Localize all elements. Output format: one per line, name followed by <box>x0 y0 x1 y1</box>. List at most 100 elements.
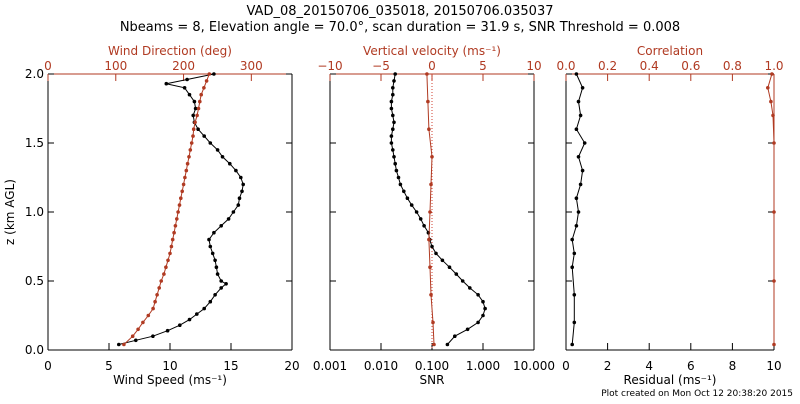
data-point-bottom <box>409 203 414 207</box>
data-point-top <box>177 203 182 207</box>
x-tick-label-bottom: 0.100 <box>415 359 449 373</box>
data-point-top <box>425 72 429 76</box>
data-point-bottom <box>182 86 187 90</box>
data-point-bottom <box>389 99 394 104</box>
data-point-top <box>175 217 179 221</box>
data-point-top <box>428 265 432 270</box>
x-tick-label-top: 10 <box>526 59 541 73</box>
data-point-bottom <box>483 306 487 311</box>
series-line-bottom <box>571 73 586 345</box>
data-point-bottom <box>476 320 480 325</box>
data-point-top <box>771 113 775 118</box>
data-point-bottom <box>134 338 138 343</box>
data-point-top <box>168 251 172 256</box>
data-point-top <box>428 210 432 214</box>
data-point-bottom <box>468 286 472 290</box>
data-point-top <box>772 141 776 145</box>
data-point-top <box>164 265 168 270</box>
x-tick-label-top: 1.0 <box>764 59 783 73</box>
data-point-bottom <box>570 265 574 270</box>
data-point-top <box>183 175 187 180</box>
data-point-bottom <box>392 79 396 83</box>
x-axis-label-bottom: SNR <box>420 373 445 387</box>
data-point-top <box>427 237 431 242</box>
x-tick-label-bottom: 2 <box>604 359 612 373</box>
data-point-bottom <box>574 72 579 76</box>
data-point-bottom <box>193 106 198 111</box>
y-tick-label: 0.5 <box>25 274 44 288</box>
data-point-top <box>187 155 191 159</box>
x-tick-label-bottom: 20 <box>284 359 299 373</box>
data-point-bottom <box>213 293 217 297</box>
data-point-bottom <box>208 141 213 145</box>
data-point-top <box>429 293 433 297</box>
x-tick-label-top: 0.2 <box>598 59 617 73</box>
data-point-bottom <box>572 320 577 325</box>
data-point-bottom <box>220 155 225 159</box>
data-point-bottom <box>228 161 232 166</box>
x-tick-label-bottom: 15 <box>223 359 238 373</box>
data-point-bottom <box>582 141 587 145</box>
data-point-top <box>202 86 206 90</box>
data-point-bottom <box>389 106 394 111</box>
data-point-top <box>198 99 202 104</box>
x-axis-label-top: Wind Direction (deg) <box>108 44 232 58</box>
data-point-top <box>196 106 201 111</box>
data-point-bottom <box>187 317 192 322</box>
x-tick-label-top: −5 <box>372 59 390 73</box>
data-point-top <box>189 141 194 145</box>
data-point-bottom <box>237 196 242 200</box>
x-tick-label-bottom: 5 <box>105 359 113 373</box>
data-point-bottom <box>580 86 585 90</box>
x-tick-label-bottom: 10.000 <box>513 359 555 373</box>
chart-panel-3: 0 2 4 6 8 10 Residual (ms⁻¹) 0.0 0.2 0.4 0.6 0.8 1.0… <box>556 44 783 387</box>
data-point-top <box>431 320 435 325</box>
data-point-bottom <box>574 127 579 131</box>
data-point-top <box>199 92 203 97</box>
data-point-top <box>429 182 433 187</box>
data-point-bottom <box>191 113 195 118</box>
data-point-bottom <box>208 299 213 304</box>
data-point-bottom <box>212 230 216 235</box>
data-point-top <box>772 279 776 283</box>
data-point-top <box>130 334 135 339</box>
data-point-bottom <box>212 72 216 76</box>
chart-panel-2: 0.001 0.010 0.100 1.000 10.000 SNR −10 −5 0 5 10 Ve… <box>313 44 555 387</box>
data-point-bottom <box>391 113 395 118</box>
data-point-bottom <box>394 168 399 173</box>
data-point-bottom <box>192 99 197 104</box>
data-point-top <box>191 127 196 131</box>
data-point-bottom <box>572 293 577 297</box>
x-tick-label-top: 100 <box>104 59 127 73</box>
data-point-top <box>184 168 189 173</box>
x-tick-label-top: 200 <box>172 59 195 73</box>
data-point-bottom <box>481 313 485 318</box>
data-point-bottom <box>445 342 450 347</box>
data-point-bottom <box>165 328 170 333</box>
data-point-bottom <box>576 155 581 159</box>
data-point-top <box>180 189 184 194</box>
x-axis-label-top: Correlation <box>637 44 703 58</box>
data-point-top <box>195 113 199 118</box>
data-point-bottom <box>405 196 410 200</box>
x-tick-label-bottom: 0 <box>44 359 52 373</box>
chart-title-line1: VAD_08_20150706_035018, 20150706.035037 <box>247 4 554 19</box>
data-point-top <box>157 286 161 290</box>
data-point-bottom <box>151 334 155 339</box>
data-point-top <box>185 161 190 166</box>
data-point-top <box>179 196 183 200</box>
data-point-bottom <box>215 148 220 152</box>
data-point-top <box>166 258 170 263</box>
x-tick-label-top: 0 <box>44 59 52 73</box>
data-point-bottom <box>476 293 480 297</box>
data-point-top <box>770 72 774 76</box>
x-tick-label-bottom: 0 <box>562 359 570 373</box>
data-point-bottom <box>396 175 401 180</box>
x-tick-label-bottom: 6 <box>687 359 695 373</box>
data-point-top <box>173 224 178 228</box>
y-axis-label: z (km AGL) <box>3 179 17 245</box>
x-axis-label-bottom: Wind Speed (ms⁻¹) <box>113 373 227 387</box>
data-point-top <box>155 293 159 297</box>
data-point-bottom <box>576 99 581 104</box>
